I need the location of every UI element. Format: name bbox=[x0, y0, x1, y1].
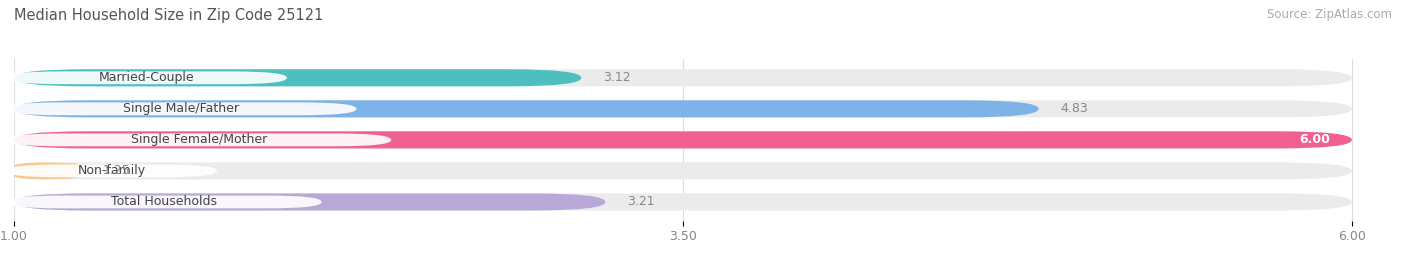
Text: Non-family: Non-family bbox=[77, 164, 146, 178]
Text: 6.00: 6.00 bbox=[1299, 133, 1330, 146]
Text: 3.21: 3.21 bbox=[627, 196, 654, 208]
FancyBboxPatch shape bbox=[14, 69, 581, 86]
Text: 1.25: 1.25 bbox=[103, 164, 131, 178]
FancyBboxPatch shape bbox=[14, 100, 1039, 117]
Text: 3.12: 3.12 bbox=[603, 71, 630, 84]
FancyBboxPatch shape bbox=[14, 69, 1351, 86]
FancyBboxPatch shape bbox=[6, 133, 391, 146]
Text: 4.83: 4.83 bbox=[1060, 102, 1088, 115]
FancyBboxPatch shape bbox=[14, 131, 1351, 148]
FancyBboxPatch shape bbox=[6, 71, 287, 84]
FancyBboxPatch shape bbox=[14, 193, 1351, 211]
Text: Single Female/Mother: Single Female/Mother bbox=[131, 133, 267, 146]
FancyBboxPatch shape bbox=[14, 193, 606, 211]
Text: Total Households: Total Households bbox=[111, 196, 217, 208]
Text: Single Male/Father: Single Male/Father bbox=[124, 102, 239, 115]
FancyBboxPatch shape bbox=[6, 165, 218, 177]
FancyBboxPatch shape bbox=[6, 196, 322, 208]
FancyBboxPatch shape bbox=[14, 100, 1351, 117]
FancyBboxPatch shape bbox=[14, 162, 1351, 179]
FancyBboxPatch shape bbox=[6, 102, 357, 115]
FancyBboxPatch shape bbox=[14, 162, 82, 179]
FancyBboxPatch shape bbox=[14, 131, 1351, 148]
Text: Married-Couple: Married-Couple bbox=[98, 71, 194, 84]
Text: Median Household Size in Zip Code 25121: Median Household Size in Zip Code 25121 bbox=[14, 8, 323, 23]
Text: Source: ZipAtlas.com: Source: ZipAtlas.com bbox=[1267, 8, 1392, 21]
